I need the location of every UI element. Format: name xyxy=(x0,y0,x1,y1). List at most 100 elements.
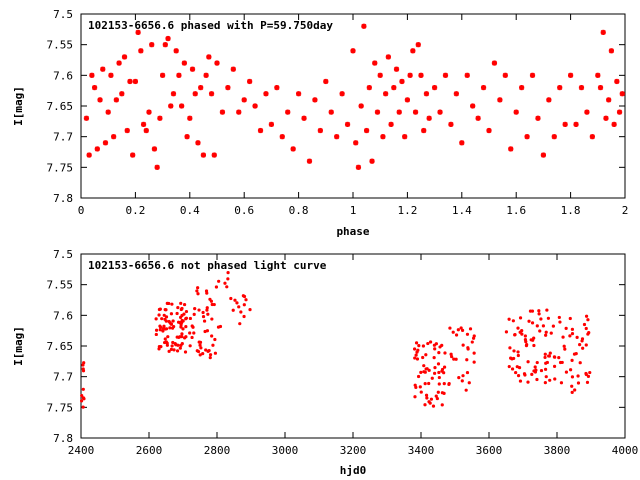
data-point xyxy=(424,367,428,371)
data-point xyxy=(198,353,202,357)
data-point xyxy=(81,387,85,391)
data-point xyxy=(480,85,487,91)
data-point xyxy=(92,85,98,91)
x-axis-label: phase xyxy=(336,225,369,238)
data-point xyxy=(127,78,133,85)
data-point xyxy=(576,381,581,385)
data-point xyxy=(143,127,149,134)
data-point xyxy=(616,109,623,115)
data-point xyxy=(211,152,217,158)
data-point xyxy=(138,48,144,54)
data-point xyxy=(181,60,187,66)
data-point xyxy=(436,362,441,366)
data-point xyxy=(201,314,206,319)
data-point xyxy=(416,374,421,379)
data-point xyxy=(377,72,383,78)
data-point xyxy=(108,72,114,78)
data-point xyxy=(539,317,543,321)
data-point xyxy=(196,349,201,354)
data-point xyxy=(225,285,229,289)
data-point xyxy=(584,314,589,318)
data-point xyxy=(83,115,90,121)
data-point xyxy=(421,355,425,360)
data-point xyxy=(197,340,201,344)
data-point xyxy=(205,308,209,312)
data-point xyxy=(407,72,413,78)
data-point xyxy=(589,134,595,140)
data-point xyxy=(205,291,209,295)
data-point xyxy=(437,109,443,115)
data-point xyxy=(182,302,187,307)
data-point xyxy=(547,354,551,358)
x-tick-label: 3000 xyxy=(272,444,299,457)
data-point xyxy=(374,109,381,115)
y-tick-label: 7.8 xyxy=(53,432,73,445)
data-point xyxy=(464,72,470,78)
data-point xyxy=(226,271,230,275)
data-point xyxy=(447,381,451,386)
data-point xyxy=(209,299,214,303)
data-point xyxy=(206,349,210,353)
data-point xyxy=(164,327,169,331)
data-point xyxy=(546,97,552,103)
data-point xyxy=(535,360,539,365)
x-tick-label: 1.8 xyxy=(561,204,581,217)
data-point xyxy=(301,115,307,121)
data-point xyxy=(424,353,428,357)
data-point xyxy=(167,319,171,324)
data-point xyxy=(180,332,184,336)
x-tick-label: 2600 xyxy=(136,444,163,457)
phased-light-curve-panel: 0 0.2 0.4 0.6 0.8 1 1.2 1.4 1.6 1.8 2 7.5 7.55 7.6 7.6… xyxy=(12,8,628,238)
data-point xyxy=(459,326,463,330)
data-point xyxy=(423,403,427,407)
data-point xyxy=(231,308,235,312)
data-point xyxy=(568,72,574,78)
data-point xyxy=(414,341,419,345)
data-point xyxy=(600,29,606,35)
data-point xyxy=(94,146,100,152)
y-axis-label: I[mag] xyxy=(12,86,25,126)
data-point xyxy=(580,337,585,341)
x-tick-label: 2 xyxy=(622,204,629,217)
data-point xyxy=(157,344,161,349)
data-point xyxy=(166,335,170,339)
data-point xyxy=(516,350,520,354)
data-point xyxy=(168,326,172,330)
data-point xyxy=(205,306,209,310)
data-point xyxy=(162,42,168,48)
data-point xyxy=(417,344,421,348)
data-point xyxy=(497,97,503,103)
data-point xyxy=(586,374,591,378)
data-point xyxy=(180,335,184,339)
data-point xyxy=(460,328,465,332)
data-point xyxy=(236,109,242,115)
data-point xyxy=(179,307,183,312)
y-tick-label: 7.65 xyxy=(47,340,74,353)
data-point xyxy=(158,307,162,311)
y-tick-label: 7.5 xyxy=(53,248,73,261)
data-point xyxy=(442,365,447,369)
data-point xyxy=(219,109,226,115)
data-point xyxy=(158,328,162,332)
data-point xyxy=(576,374,580,378)
data-point xyxy=(218,324,223,329)
data-point xyxy=(388,121,394,127)
y-tick-label: 7.75 xyxy=(47,161,74,174)
data-point xyxy=(464,388,468,392)
data-point xyxy=(468,327,473,331)
data-point xyxy=(431,404,436,408)
data-point xyxy=(237,305,241,309)
data-point xyxy=(121,54,128,60)
data-point xyxy=(422,364,426,368)
data-point xyxy=(208,355,212,360)
data-point xyxy=(157,313,161,317)
data-point xyxy=(172,348,176,352)
data-point xyxy=(257,127,264,134)
data-point xyxy=(524,134,530,140)
data-point xyxy=(241,97,247,103)
data-point xyxy=(184,309,189,314)
data-point xyxy=(581,346,585,350)
data-point xyxy=(432,356,436,360)
data-point xyxy=(412,109,419,115)
data-point xyxy=(306,158,313,164)
